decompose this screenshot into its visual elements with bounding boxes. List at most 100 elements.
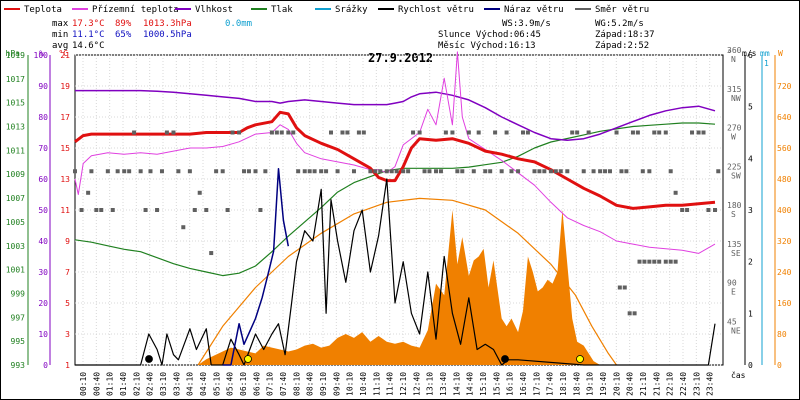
moonset-marker bbox=[145, 355, 153, 363]
x-tick-label-10: 05:10 bbox=[212, 372, 221, 396]
wind-dir-point-19 bbox=[176, 169, 181, 174]
temp-tick-4: 9 bbox=[65, 237, 70, 246]
legend-label-6: Náraz větru bbox=[504, 5, 564, 15]
wind-dir-point-89 bbox=[558, 169, 563, 174]
press-tick-7: 1007 bbox=[6, 194, 25, 203]
moon-rise: Měsíc Východ:16:13 bbox=[438, 41, 536, 51]
wind-dir-point-116 bbox=[706, 208, 711, 212]
wind-dir-point-50 bbox=[345, 130, 350, 135]
wind-dir-point-69 bbox=[450, 130, 455, 135]
wind-dir-point-8 bbox=[115, 169, 120, 174]
wind-dir-point-77 bbox=[493, 130, 498, 135]
wind-dir-point-25 bbox=[209, 251, 214, 256]
wind-dir-point-16 bbox=[159, 169, 164, 174]
x-tick-label-16: 08:10 bbox=[292, 372, 301, 396]
wind-dir-point-53 bbox=[361, 130, 366, 135]
legend-label-3: Tlak bbox=[271, 5, 293, 15]
wind-dir-point-114 bbox=[696, 130, 701, 135]
wind-dir-point-51 bbox=[351, 169, 356, 174]
wind-dir-point-75 bbox=[483, 169, 488, 174]
wind-dir-point-47 bbox=[329, 130, 333, 135]
press-tick-6: 1005 bbox=[6, 218, 25, 227]
wind-dir-point-2 bbox=[86, 190, 91, 195]
wind-dir-point-111 bbox=[680, 208, 685, 212]
wind-dir-point-88 bbox=[553, 169, 558, 174]
plot-area bbox=[73, 51, 721, 366]
temp-tick-8: 17 bbox=[60, 113, 70, 122]
wind-dir-point-130 bbox=[673, 259, 678, 264]
wind-dir-point-99 bbox=[614, 130, 619, 135]
stat-max-label: max bbox=[52, 19, 69, 29]
dir-tick-deg-2: 135 bbox=[727, 240, 742, 249]
x-tick-label-29: 14:40 bbox=[466, 372, 475, 396]
wind-dir-point-26 bbox=[214, 169, 219, 174]
temp-tick-6: 13 bbox=[60, 175, 70, 184]
x-tick-label-34: 17:10 bbox=[532, 372, 541, 396]
wind-dir-point-117 bbox=[713, 208, 717, 212]
legend-label-5: Rychlost větru bbox=[398, 5, 474, 15]
wind-dir-point-122 bbox=[632, 311, 637, 316]
wind-dir-point-95 bbox=[591, 169, 596, 174]
wind-dir-point-82 bbox=[521, 130, 525, 135]
temp-axis-label: °C bbox=[58, 49, 68, 58]
wind-dir-point-18 bbox=[171, 130, 176, 135]
wind-dir-point-32 bbox=[246, 169, 251, 174]
wind-dir-point-105 bbox=[647, 169, 652, 174]
wind-dir-point-70 bbox=[455, 169, 460, 174]
stat-min-label: min bbox=[52, 30, 68, 40]
temp-tick-9: 19 bbox=[60, 82, 70, 91]
x-tick-label-46: 23:10 bbox=[692, 372, 701, 396]
x-axis-label: čas bbox=[731, 370, 746, 380]
x-tick-label-40: 20:10 bbox=[612, 372, 621, 396]
solar-area bbox=[198, 210, 601, 365]
wind-dir-point-34 bbox=[258, 208, 263, 212]
wind-dir-point-115 bbox=[701, 130, 706, 135]
ms-tick-5: 5 bbox=[748, 103, 753, 112]
wind-dir-point-14 bbox=[148, 169, 153, 174]
sunrise-marker bbox=[244, 355, 252, 363]
wind-dir-point-93 bbox=[581, 169, 586, 174]
wind-dir-point-55 bbox=[373, 169, 378, 174]
wind-dir-point-60 bbox=[401, 169, 406, 174]
wind-dir-point-63 bbox=[417, 130, 422, 135]
wind-dir-point-15 bbox=[155, 208, 160, 212]
x-tick-label-41: 20:40 bbox=[626, 372, 635, 396]
dir-tick-name-4: SW bbox=[731, 171, 741, 180]
wind-dir-point-101 bbox=[624, 169, 629, 174]
hum-tick-4: 40 bbox=[38, 237, 48, 246]
wind-dir-point-91 bbox=[570, 130, 575, 135]
x-tick-label-39: 19:40 bbox=[599, 372, 608, 396]
wind-dir-point-118 bbox=[716, 169, 721, 174]
solar-max-curve bbox=[197, 197, 617, 366]
x-tick-label-38: 19:10 bbox=[586, 372, 595, 396]
wind-dir-point-123 bbox=[637, 259, 642, 264]
chart-title: 27.9.2012 bbox=[368, 51, 433, 65]
wind-dir-point-59 bbox=[394, 169, 399, 174]
wind-dir-point-90 bbox=[565, 169, 570, 174]
wind-dir-point-92 bbox=[575, 130, 580, 135]
w-tick-1: 80 bbox=[777, 330, 787, 339]
temp-tick-10: 21 bbox=[60, 51, 70, 60]
wind-dir-point-107 bbox=[657, 130, 662, 135]
mm-axis-label: mm bbox=[760, 49, 770, 58]
dir-tick-deg-5: 270 bbox=[727, 124, 742, 133]
stat-max-hum: 89% bbox=[115, 19, 132, 29]
w-tick-5: 400 bbox=[777, 206, 792, 215]
x-tick-label-0: 00:10 bbox=[79, 372, 88, 396]
wind-dir-point-96 bbox=[598, 169, 603, 174]
wind-dir-point-68 bbox=[443, 130, 448, 135]
x-tick-label-42: 21:10 bbox=[639, 372, 648, 396]
wind-dir-point-45 bbox=[319, 169, 324, 174]
x-tick-label-47: 23:40 bbox=[706, 372, 715, 396]
wind-dir-point-52 bbox=[356, 130, 361, 135]
temp-tick-7: 15 bbox=[60, 144, 70, 153]
wind-dir-point-97 bbox=[603, 169, 608, 174]
temp-tick-5: 11 bbox=[60, 206, 70, 215]
wind-dir-point-67 bbox=[438, 169, 443, 174]
hum-tick-7: 70 bbox=[38, 144, 48, 153]
x-tick-label-30: 15:10 bbox=[479, 372, 488, 396]
wind-dir-point-76 bbox=[488, 169, 493, 174]
wind-dir-point-100 bbox=[619, 169, 624, 174]
stat-min-press: 1000.5hPa bbox=[143, 30, 192, 40]
